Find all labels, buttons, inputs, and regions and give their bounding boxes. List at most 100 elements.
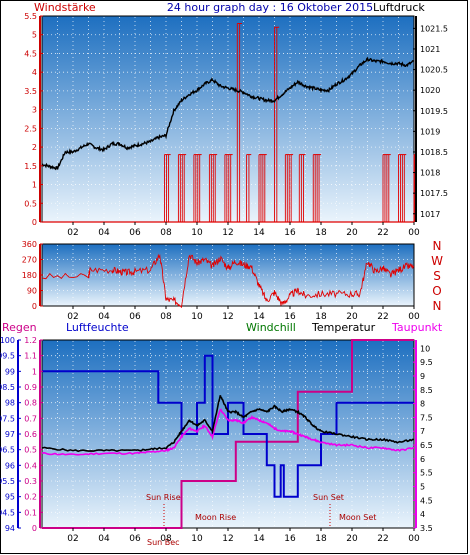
pressure-axis: 1017 1017.5 1018 1018.5 1019 1019.5 1020 1020.5… xyxy=(413,16,448,222)
humidity-axis-tick-label: 95 xyxy=(5,493,15,502)
pressure-series xyxy=(41,56,415,171)
humidity-axis-tick-label: 97 xyxy=(5,430,15,439)
temperature-axis-tick-label: 7.5 xyxy=(420,413,433,422)
pressure-axis-tick-label: 1018 xyxy=(420,169,440,178)
graph-title: 24 hour graph day : 16 Oktober 2015 xyxy=(167,1,373,14)
wind-speed-axis-tick-label: 2.5 xyxy=(24,124,37,133)
temperature-humidity-time-axis-tick-label: 10 xyxy=(191,534,203,544)
sun-set-label: Sun Set xyxy=(313,493,344,502)
wind-pressure-panel: 00.511.522.533.544.555.5 10171017.510181… xyxy=(24,12,448,238)
legend-temperatur: Temperatur xyxy=(311,321,376,334)
wind-pressure-time-axis-tick-label: 08 xyxy=(160,228,172,238)
wind-direction-axis-tick-label: 90 xyxy=(27,287,37,296)
rain-axis-tick-label: 0.8 xyxy=(24,399,37,408)
rain-axis-tick-label: 0 xyxy=(32,524,37,533)
temperature-humidity-time-axis-tick-label: 16 xyxy=(284,534,296,544)
pressure-axis-tick-label: 1019 xyxy=(420,127,440,136)
wind-direction-time-axis-tick-label: 02 xyxy=(67,312,78,322)
pressure-axis-tick-label: 1017.5 xyxy=(420,189,448,198)
pressure-axis-tick-label: 1020.5 xyxy=(420,66,448,75)
compass-label: W xyxy=(431,254,443,268)
wind-speed-axis-tick-label: 4.5 xyxy=(24,49,37,58)
temperature-humidity-series xyxy=(41,339,415,529)
astro-markers: Sun Rise Sun Set Moon Rise Moon Set Sun … xyxy=(146,493,376,547)
temperature-humidity-time-axis-tick-label: 04 xyxy=(98,534,110,544)
wind-speed-axis-tick-label: 1 xyxy=(32,181,37,190)
wind-pressure-time-axis: 02 04 06 08 10 12 14 16 18 20 22 00 xyxy=(67,222,420,238)
humidity-axis-tick-label: 99 xyxy=(5,367,15,376)
compass-label: N xyxy=(433,299,442,313)
temperature-axis-tick-label: 9 xyxy=(420,372,425,381)
temperature-axis-tick-label: 5 xyxy=(420,483,425,492)
pressure-axis-tick-label: 1020 xyxy=(420,86,440,95)
humidity-axis-tick-label: 98.5 xyxy=(0,383,15,392)
wind-pressure-time-axis-tick-label: 02 xyxy=(67,228,78,238)
wind-direction-line xyxy=(41,253,415,309)
wind-direction-axis-tick-label: 270 xyxy=(22,256,37,265)
wind-speed-axis-tick-label: 5 xyxy=(32,31,37,40)
pressure-axis-tick-label: 1018.5 xyxy=(420,148,448,157)
rain-line xyxy=(42,339,414,529)
wind-pressure-time-axis-tick-label: 00 xyxy=(408,228,420,238)
compass-label: S xyxy=(433,269,441,283)
humidity-line xyxy=(42,354,414,498)
temperature-humidity-panel: Sun Rise Sun Set Moon Rise Moon Set Sun … xyxy=(0,336,433,547)
rain-axis-tick-label: 1.1 xyxy=(24,352,37,361)
legend-windchill: Windchill xyxy=(246,321,296,334)
temperature-axis-tick-label: 5.5 xyxy=(420,469,433,478)
compass-label: N xyxy=(433,239,442,253)
wind-pressure-time-axis-tick-label: 06 xyxy=(129,228,141,238)
temperature-humidity-time-axis-tick-label: 06 xyxy=(129,534,141,544)
pressure-axis-tick-label: 1019.5 xyxy=(420,107,448,116)
pressure-axis-tick-label: 1017 xyxy=(420,210,440,219)
temperature-humidity-time-axis-tick-label: 18 xyxy=(315,534,327,544)
rain-axis-tick-label: 0.3 xyxy=(24,477,37,486)
wind-speed-axis-tick-label: 1.5 xyxy=(24,162,37,171)
humidity-axis-tick-label: 100 xyxy=(0,336,15,345)
rain-axis-tick-label: 0.1 xyxy=(24,508,37,517)
rain-axis-tick-label: 1.2 xyxy=(24,336,37,345)
wind-direction-axis-tick-label: 360 xyxy=(22,240,37,249)
wind-direction-time-axis-tick-label: 08 xyxy=(160,312,172,322)
wind-axis-title: Windstärke xyxy=(34,1,96,14)
humidity-axis-tick-label: 99.5 xyxy=(0,352,15,361)
humidity-axis-tick-label: 95.5 xyxy=(0,477,15,486)
humidity-axis: 94 94.5 95 95.5 96 96.5 97 97.5 98 98.5 99 99.5 100 xyxy=(0,336,21,533)
sun-rise-label: Sun Rise xyxy=(146,493,181,502)
rain-axis-tick-label: 0.6 xyxy=(24,430,37,439)
temperature-axis-tick-label: 6.5 xyxy=(420,441,433,450)
wind-direction-grid xyxy=(43,245,413,305)
humidity-axis-tick-label: 94.5 xyxy=(0,508,15,517)
temperature-line xyxy=(41,395,415,453)
wind-direction-time-axis-tick-label: 10 xyxy=(191,312,203,322)
wind-direction-series xyxy=(41,253,415,309)
temperature-humidity-time-axis-tick-label: 20 xyxy=(346,534,358,544)
wind-speed-axis-tick-label: 3 xyxy=(32,106,37,115)
humidity-axis-tick-label: 97.5 xyxy=(0,414,15,423)
legend-regen: Regen xyxy=(2,321,37,334)
temperature-axis-tick-label: 10 xyxy=(420,344,430,353)
wind-direction-time-axis-tick-label: 14 xyxy=(253,312,265,322)
temperature-axis-tick-label: 3.5 xyxy=(420,524,433,533)
wind-direction-time-axis-tick-label: 06 xyxy=(129,312,141,322)
temperature-axis-tick-label: 8 xyxy=(420,400,425,409)
temperature-humidity-time-axis-tick-label: 00 xyxy=(408,534,420,544)
temperature-axis: 3.5 4 4.5 5 5.5 6 6.5 7 7.5 8 8.5 9 9.5 10 xyxy=(413,340,433,533)
moon-rise-label: Moon Rise xyxy=(195,513,236,522)
wind-speed-axis-tick-label: 0.5 xyxy=(24,199,37,208)
temperature-axis-tick-label: 8.5 xyxy=(420,386,433,395)
wind-speed-axis-tick-label: 2 xyxy=(32,143,37,152)
wind-speed-axis: 0 0.5 1 1.5 2 2.5 3 3.5 4 4.5 5 5.5 xyxy=(24,12,43,227)
humidity-axis-tick-label: 96.5 xyxy=(0,446,15,455)
wind-pressure-time-axis-tick-label: 10 xyxy=(191,228,203,238)
wind-direction-time-axis-tick-label: 22 xyxy=(377,312,388,322)
pressure-axis-tick-label: 1021.5 xyxy=(420,24,448,33)
wind-direction-axis: 0 90 180 270 360 xyxy=(22,240,43,311)
temperature-humidity-time-axis-tick-label: 22 xyxy=(377,534,388,544)
wind-pressure-time-axis-tick-label: 20 xyxy=(346,228,358,238)
temperature-axis-tick-label: 7 xyxy=(420,427,425,436)
wind-speed-axis-tick-label: 4 xyxy=(32,68,37,77)
wind-speed-axis-tick-label: 0 xyxy=(32,218,37,227)
